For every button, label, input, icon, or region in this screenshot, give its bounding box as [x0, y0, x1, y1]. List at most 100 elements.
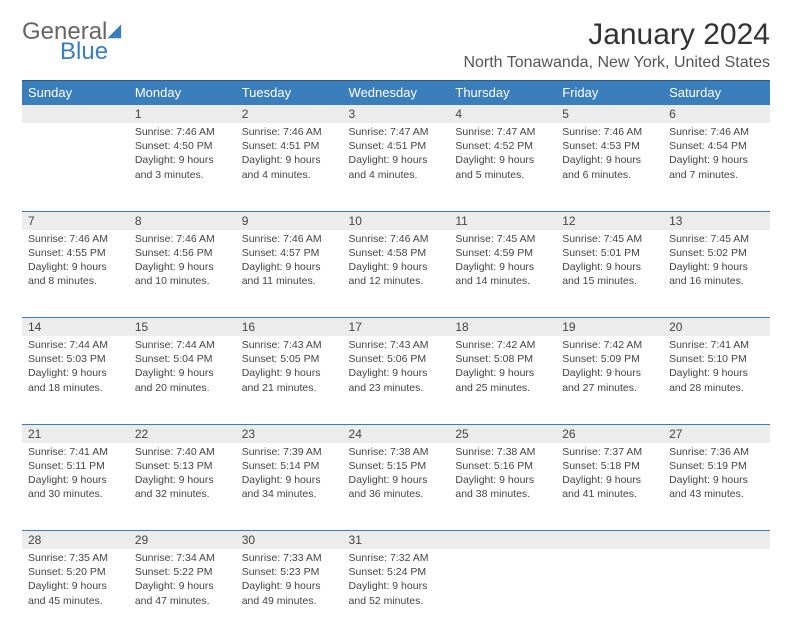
day-number: 17 [343, 318, 450, 337]
day-cell: Sunrise: 7:35 AMSunset: 5:20 PMDaylight:… [22, 549, 129, 637]
day-line: and 15 minutes. [562, 274, 657, 288]
day-line: Sunrise: 7:46 AM [349, 232, 444, 246]
day-line: Daylight: 9 hours [455, 260, 550, 274]
day-number: 14 [22, 318, 129, 337]
day-cell: Sunrise: 7:45 AMSunset: 5:01 PMDaylight:… [556, 230, 663, 318]
day-line: Sunrise: 7:44 AM [28, 338, 123, 352]
day-line: and 18 minutes. [28, 381, 123, 395]
day-line: and 3 minutes. [135, 168, 230, 182]
day-line: Sunrise: 7:41 AM [669, 338, 764, 352]
day-number [663, 531, 770, 550]
day-line: Daylight: 9 hours [28, 260, 123, 274]
day-line: Sunrise: 7:46 AM [242, 125, 337, 139]
day-line: and 7 minutes. [669, 168, 764, 182]
day-cell: Sunrise: 7:38 AMSunset: 5:16 PMDaylight:… [449, 443, 556, 531]
day-cell: Sunrise: 7:32 AMSunset: 5:24 PMDaylight:… [343, 549, 450, 637]
day-line: and 5 minutes. [455, 168, 550, 182]
day-line: Sunset: 5:13 PM [135, 459, 230, 473]
day-number: 26 [556, 424, 663, 443]
day-line: and 4 minutes. [349, 168, 444, 182]
day-line: Sunset: 5:23 PM [242, 565, 337, 579]
day-cell: Sunrise: 7:47 AMSunset: 4:52 PMDaylight:… [449, 123, 556, 211]
day-line: Daylight: 9 hours [242, 579, 337, 593]
day-line: and 41 minutes. [562, 487, 657, 501]
day-number-row: 78910111213 [22, 211, 770, 230]
day-number-row: 21222324252627 [22, 424, 770, 443]
title-block: January 2024 North Tonawanda, New York, … [463, 18, 770, 72]
day-line: Daylight: 9 hours [135, 366, 230, 380]
day-line: and 38 minutes. [455, 487, 550, 501]
day-line: Sunrise: 7:42 AM [455, 338, 550, 352]
day-number: 30 [236, 531, 343, 550]
day-line: Daylight: 9 hours [349, 473, 444, 487]
day-line: Sunrise: 7:46 AM [242, 232, 337, 246]
day-number: 9 [236, 211, 343, 230]
day-line: Daylight: 9 hours [349, 579, 444, 593]
day-cell [449, 549, 556, 637]
day-line: and 10 minutes. [135, 274, 230, 288]
day-line: Sunrise: 7:39 AM [242, 445, 337, 459]
day-line: Daylight: 9 hours [135, 473, 230, 487]
weekday-header-row: SundayMondayTuesdayWednesdayThursdayFrid… [22, 81, 770, 105]
day-number: 20 [663, 318, 770, 337]
day-line: Daylight: 9 hours [242, 473, 337, 487]
weekday-header: Monday [129, 81, 236, 105]
day-line: Daylight: 9 hours [562, 366, 657, 380]
day-line: Sunrise: 7:46 AM [669, 125, 764, 139]
day-line: Daylight: 9 hours [135, 260, 230, 274]
day-cell: Sunrise: 7:41 AMSunset: 5:11 PMDaylight:… [22, 443, 129, 531]
day-cell: Sunrise: 7:46 AMSunset: 4:56 PMDaylight:… [129, 230, 236, 318]
day-line: Sunrise: 7:41 AM [28, 445, 123, 459]
day-body-row: Sunrise: 7:44 AMSunset: 5:03 PMDaylight:… [22, 336, 770, 424]
day-number: 27 [663, 424, 770, 443]
day-line: Sunrise: 7:40 AM [135, 445, 230, 459]
day-cell [556, 549, 663, 637]
day-line: Daylight: 9 hours [242, 366, 337, 380]
day-line: Sunset: 5:11 PM [28, 459, 123, 473]
day-line: Sunrise: 7:47 AM [455, 125, 550, 139]
day-line: Sunrise: 7:33 AM [242, 551, 337, 565]
day-number: 23 [236, 424, 343, 443]
day-cell: Sunrise: 7:46 AMSunset: 4:53 PMDaylight:… [556, 123, 663, 211]
logo-blue-line: General◢ Blue [22, 18, 121, 74]
day-line: Sunset: 5:04 PM [135, 352, 230, 366]
day-body-row: Sunrise: 7:46 AMSunset: 4:50 PMDaylight:… [22, 123, 770, 211]
day-cell: Sunrise: 7:38 AMSunset: 5:15 PMDaylight:… [343, 443, 450, 531]
day-line: Sunset: 5:08 PM [455, 352, 550, 366]
day-line: Sunset: 5:06 PM [349, 352, 444, 366]
day-line: Sunset: 4:55 PM [28, 246, 123, 260]
day-number: 25 [449, 424, 556, 443]
day-line: Sunrise: 7:35 AM [28, 551, 123, 565]
day-cell: Sunrise: 7:37 AMSunset: 5:18 PMDaylight:… [556, 443, 663, 531]
day-line: Sunset: 4:54 PM [669, 139, 764, 153]
day-line: Sunset: 5:09 PM [562, 352, 657, 366]
day-line: and 28 minutes. [669, 381, 764, 395]
day-line: and 25 minutes. [455, 381, 550, 395]
day-number: 2 [236, 105, 343, 124]
day-number: 24 [343, 424, 450, 443]
day-line: Daylight: 9 hours [28, 579, 123, 593]
day-line: Sunrise: 7:42 AM [562, 338, 657, 352]
day-cell [22, 123, 129, 211]
day-cell: Sunrise: 7:41 AMSunset: 5:10 PMDaylight:… [663, 336, 770, 424]
day-line: and 45 minutes. [28, 594, 123, 608]
day-cell: Sunrise: 7:43 AMSunset: 5:05 PMDaylight:… [236, 336, 343, 424]
day-line: Daylight: 9 hours [669, 260, 764, 274]
weekday-header: Sunday [22, 81, 129, 105]
day-number [556, 531, 663, 550]
day-line: Daylight: 9 hours [562, 153, 657, 167]
day-cell: Sunrise: 7:39 AMSunset: 5:14 PMDaylight:… [236, 443, 343, 531]
day-line: Sunset: 5:22 PM [135, 565, 230, 579]
day-line: Daylight: 9 hours [669, 473, 764, 487]
day-number [449, 531, 556, 550]
day-line: Daylight: 9 hours [455, 366, 550, 380]
day-line: Daylight: 9 hours [349, 153, 444, 167]
day-line: and 49 minutes. [242, 594, 337, 608]
logo-text-blue: Blue [60, 38, 108, 65]
day-line: Sunset: 5:24 PM [349, 565, 444, 579]
day-line: Daylight: 9 hours [455, 473, 550, 487]
day-cell: Sunrise: 7:47 AMSunset: 4:51 PMDaylight:… [343, 123, 450, 211]
day-line: Sunset: 5:14 PM [242, 459, 337, 473]
day-line: Sunset: 5:05 PM [242, 352, 337, 366]
day-line: and 43 minutes. [669, 487, 764, 501]
